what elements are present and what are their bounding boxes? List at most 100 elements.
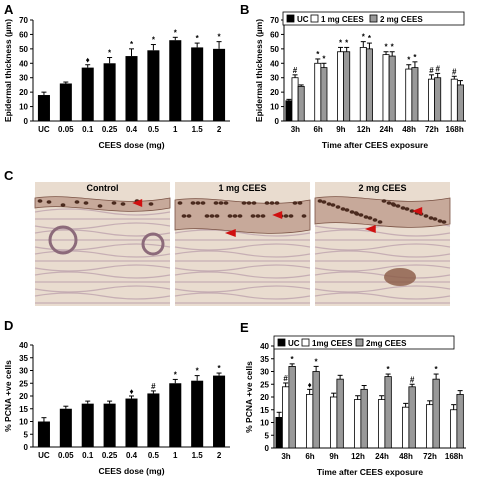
nucleus (297, 201, 303, 205)
x-tick-label-A: 1.5 (192, 125, 204, 134)
dermal-fibre (314, 271, 451, 279)
nucleus (209, 214, 215, 218)
significance-mark-D: # (151, 382, 156, 391)
nucleus (367, 216, 373, 220)
dermal-fibre (34, 271, 171, 279)
nucleus (404, 207, 410, 211)
legend-swatch-E (301, 338, 310, 347)
dermal-fibre (314, 250, 451, 258)
nucleus (344, 208, 350, 212)
nucleus (301, 214, 307, 218)
y-tick-label-E: 35 (260, 355, 269, 364)
bar-B-1 mg CEES-3h (291, 77, 299, 122)
bar-B-2 mg CEES-9h (343, 51, 351, 122)
x-tick-label-D: 1.5 (192, 451, 204, 460)
nucleus (37, 199, 43, 203)
panel-letter-A: A (4, 2, 14, 17)
nucleus (195, 201, 201, 205)
x-tick-label-B: 9h (336, 125, 345, 134)
x-tick-label-B: 24h (379, 125, 393, 134)
nucleus (335, 205, 341, 209)
x-tick-label-D: 1 (173, 451, 178, 460)
y-tick-label-E: 5 (265, 431, 270, 440)
nucleus (190, 201, 196, 205)
dermal-fibre (174, 292, 311, 300)
bar-A-0.25 (103, 63, 116, 121)
significance-mark-B: * (345, 38, 349, 47)
significance-mark-D: * (196, 367, 200, 376)
x-tick-label-D: 0.4 (126, 451, 138, 460)
x-axis-label-A: CEES dose (mg) (98, 140, 164, 150)
bar-A-1 (169, 40, 182, 122)
nucleus (237, 214, 243, 218)
x-tick-label-E: 6h (305, 452, 314, 461)
epidermis-layer (34, 196, 171, 212)
legend-label-B: UC (297, 15, 309, 24)
dermal-fibre (314, 264, 451, 272)
nucleus (340, 207, 346, 211)
x-tick-label-B: 168h (446, 125, 464, 134)
x-tick-label-A: 1 (173, 125, 178, 134)
y-axis-label-B: Epidermal thickness (µm) (254, 19, 264, 122)
nucleus (181, 214, 187, 218)
significance-mark-A: ♦ (86, 56, 90, 65)
y-tick-label-D: 5 (24, 430, 29, 439)
y-tick-label-D: 40 (19, 341, 28, 350)
bar-A-0.05 (59, 83, 72, 121)
red-arrow (272, 211, 283, 219)
y-tick-label-A: 0 (24, 117, 29, 126)
nucleus (437, 219, 443, 223)
significance-mark-D: * (174, 370, 178, 379)
y-tick-label-A: 20 (19, 88, 28, 97)
x-tick-label-E: 9h (329, 452, 338, 461)
bar-D-0.4 (125, 398, 138, 447)
nucleus (200, 201, 206, 205)
significance-mark-B: * (316, 50, 320, 59)
significance-mark-E: * (315, 357, 319, 366)
bar-D-1 (169, 383, 182, 447)
significance-mark-B: # (429, 66, 434, 75)
legend-swatch-E (277, 338, 286, 347)
y-tick-label-A: 10 (19, 103, 28, 112)
legend-label-B: 1 mg CEES (321, 15, 364, 24)
legend-label-B: 2 mg CEES (380, 15, 423, 24)
x-tick-label-A: 0.25 (102, 125, 118, 134)
x-tick-label-B: 3h (291, 125, 300, 134)
nucleus (428, 216, 434, 220)
bar-E-1mg CEES-24h (377, 399, 386, 449)
red-arrow (132, 199, 143, 207)
nucleus (432, 217, 438, 221)
legend-swatch-B (286, 14, 295, 23)
y-axis-label-A: Epidermal thickness (µm) (3, 19, 13, 122)
bar-B-2 mg CEES-3h (297, 85, 305, 122)
significance-mark-D: ♦ (129, 387, 133, 396)
x-tick-label-A: 0.1 (82, 125, 94, 134)
bar-D-2 (213, 375, 226, 447)
legend-label-E: 2mg CEES (366, 339, 407, 348)
bar-A-0.4 (125, 56, 138, 122)
bar-D-0.05 (59, 408, 72, 447)
significance-mark-E: * (291, 355, 295, 364)
hair-follicle (141, 232, 165, 256)
significance-mark-A: * (152, 36, 156, 45)
significance-mark-A: * (196, 34, 200, 43)
chart-E: 0 5 10 15 20 25 30 35 40 % PCNA +ve cells Time aft… (244, 335, 466, 477)
bar-E-1mg CEES-12h (353, 399, 362, 449)
dermal-fibre (174, 229, 311, 237)
nucleus (120, 202, 126, 206)
nucleus (423, 214, 429, 218)
chart-D: 0 5 10 15 20 25 30 35 40 % PCNA +ve cells CEES dos… (3, 341, 230, 476)
nucleus (381, 199, 387, 203)
x-tick-label-E: 24h (375, 452, 389, 461)
y-tick-label-E: 40 (260, 342, 269, 351)
y-tick-label-E: 25 (260, 380, 269, 389)
significance-mark-E: # (410, 375, 415, 384)
bar-E-1mg CEES-48h (401, 406, 410, 449)
dermal-fibre (34, 285, 171, 293)
histology-label-2: 1 mg CEES (218, 183, 266, 193)
x-tick-label-B: 6h (313, 125, 322, 134)
x-tick-label-B: 12h (357, 125, 371, 134)
significance-mark-A: * (130, 40, 134, 49)
significance-mark-D: * (217, 364, 221, 373)
bar-B-1 mg CEES-9h (337, 51, 345, 122)
